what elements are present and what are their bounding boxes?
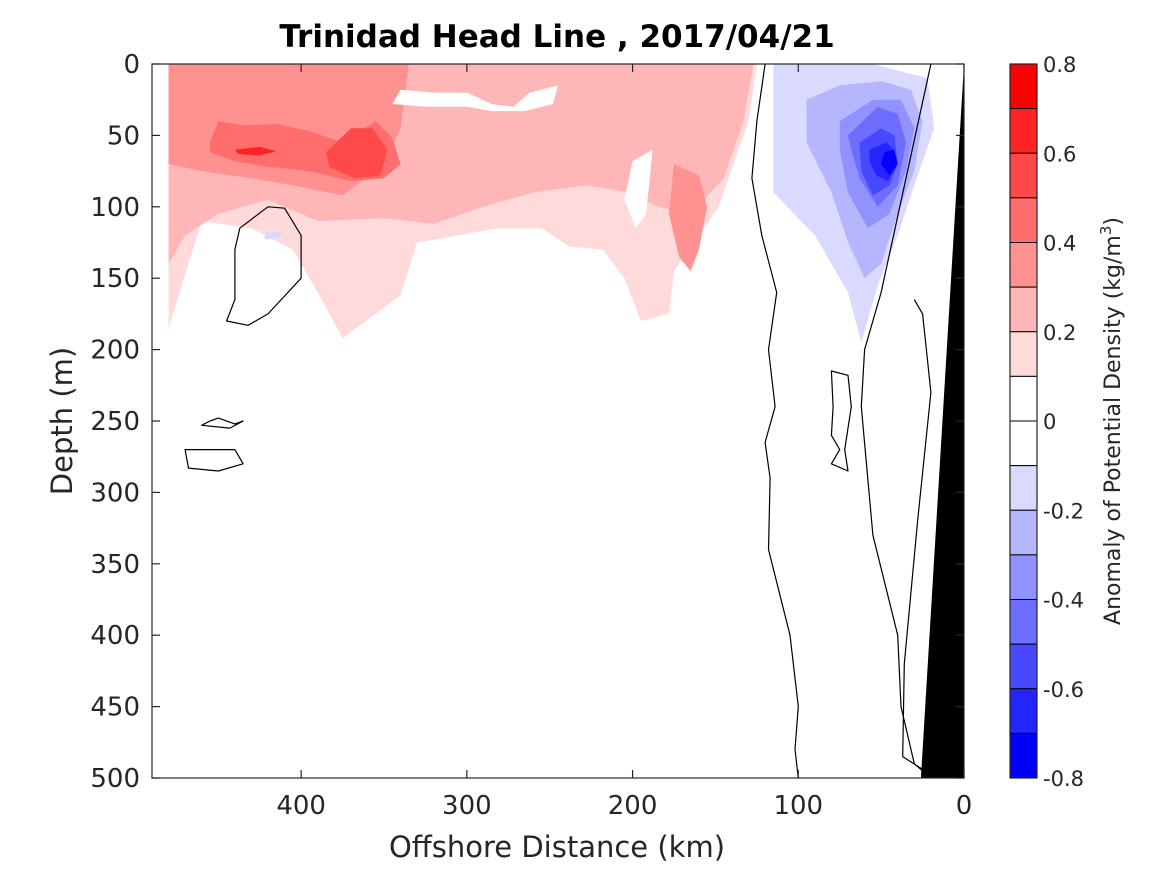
y-tick-label-3: 150 [90, 264, 140, 294]
zero-contour-4 [226, 206, 302, 326]
anomaly-region-6 [234, 146, 277, 156]
anomaly-region-10 [264, 231, 285, 240]
colorbar-swatch-3 [1009, 197, 1038, 243]
colorbar-swatch-6 [1009, 331, 1038, 377]
chart-title: Trinidad Head Line , 2017/04/21 [279, 19, 834, 55]
zero-contour-3 [830, 370, 852, 472]
zero-contour-0 [751, 63, 799, 779]
colorbar-tick-label-3: 0.2 [1043, 321, 1076, 345]
colorbar-swatch-0 [1009, 63, 1038, 110]
zero-contour-2 [902, 299, 932, 770]
colorbar-swatch-12 [1009, 599, 1038, 645]
colorbar-tick-label-1: 0.6 [1043, 142, 1076, 166]
colorbar-swatch-4 [1009, 242, 1038, 288]
colorbar-tick-label-0: 0.8 [1043, 53, 1076, 77]
density-anomaly-fill [168, 64, 935, 343]
x-tick-label-1: 300 [442, 791, 492, 821]
bathymetry [920, 64, 964, 778]
y-tick-label-10: 500 [90, 764, 140, 794]
y-tick-label-4: 200 [90, 336, 140, 366]
zero-contour-1 [860, 63, 932, 772]
colorbar-swatch-10 [1009, 509, 1038, 556]
colorbar-label-close: ) [1101, 217, 1126, 226]
anomaly-region-7 [624, 149, 653, 229]
seafloor-mask [920, 64, 964, 778]
colorbar-tick-label-7: -0.6 [1043, 678, 1084, 702]
y-tick-label-6: 300 [90, 478, 140, 508]
y-axis-label: Depth (m) [45, 347, 79, 495]
colorbar-label-superscript: 3 [1097, 226, 1115, 236]
anomaly-region-3 [669, 164, 708, 272]
y-tick-label-0: 0 [123, 50, 140, 80]
anomaly-region-16 [881, 149, 898, 176]
colorbar-tick-label-2: 0.4 [1043, 232, 1076, 256]
colorbar-swatch-8 [1009, 420, 1038, 467]
colorbar-swatch-14 [1009, 688, 1038, 734]
colorbar-tick-label-4: 0 [1043, 410, 1056, 434]
colorbar-swatch-11 [1009, 554, 1038, 600]
x-tick-label-0: 400 [276, 791, 326, 821]
colorbar-swatch-1 [1009, 108, 1038, 154]
y-tick-label-7: 350 [90, 550, 140, 580]
colorbar-swatch-5 [1009, 286, 1038, 333]
x-tick-label-3: 100 [773, 791, 823, 821]
colorbar-tick-label-6: -0.4 [1043, 589, 1084, 613]
zero-contour-6 [184, 449, 244, 472]
colorbar-swatch-9 [1009, 465, 1038, 511]
colorbar-swatch-7 [1009, 375, 1038, 422]
colorbar-tick-label-5: -0.2 [1043, 499, 1084, 523]
anomaly-region-8 [392, 85, 558, 112]
colorbar: 0.8 0.6 0.4 0.2 0 -0.2 -0.4 -0.6 -0.8 [1009, 53, 1084, 791]
colorbar-frame [1009, 63, 1038, 779]
y-axis: 0 50 100 150 200 250 300 350 400 450 500 [90, 50, 964, 794]
y-tick-label-8: 400 [90, 621, 140, 651]
colorbar-label: Anomaly of Potential Density (kg/m3) [1097, 217, 1126, 625]
y-tick-label-5: 250 [90, 407, 140, 437]
zero-contour-5 [201, 417, 244, 429]
colorbar-swatch-15 [1009, 732, 1038, 779]
anomaly-region-5 [326, 128, 388, 179]
zero-contour-lines [184, 63, 932, 779]
colorbar-swatch-13 [1009, 643, 1038, 690]
colorbar-tick-label-8: -0.8 [1043, 767, 1084, 791]
x-axis: 400 300 200 100 0 [276, 64, 972, 821]
y-tick-label-2: 100 [90, 193, 140, 223]
x-tick-label-4: 0 [956, 791, 973, 821]
colorbar-label-main: Anomaly of Potential Density (kg/m [1101, 235, 1126, 625]
y-tick-label-9: 450 [90, 693, 140, 723]
plot-area [151, 63, 965, 779]
x-tick-label-2: 200 [608, 791, 658, 821]
x-axis-label: Offshore Distance (km) [389, 830, 725, 864]
y-tick-label-1: 50 [107, 121, 140, 151]
colorbar-swatch-2 [1009, 152, 1038, 199]
